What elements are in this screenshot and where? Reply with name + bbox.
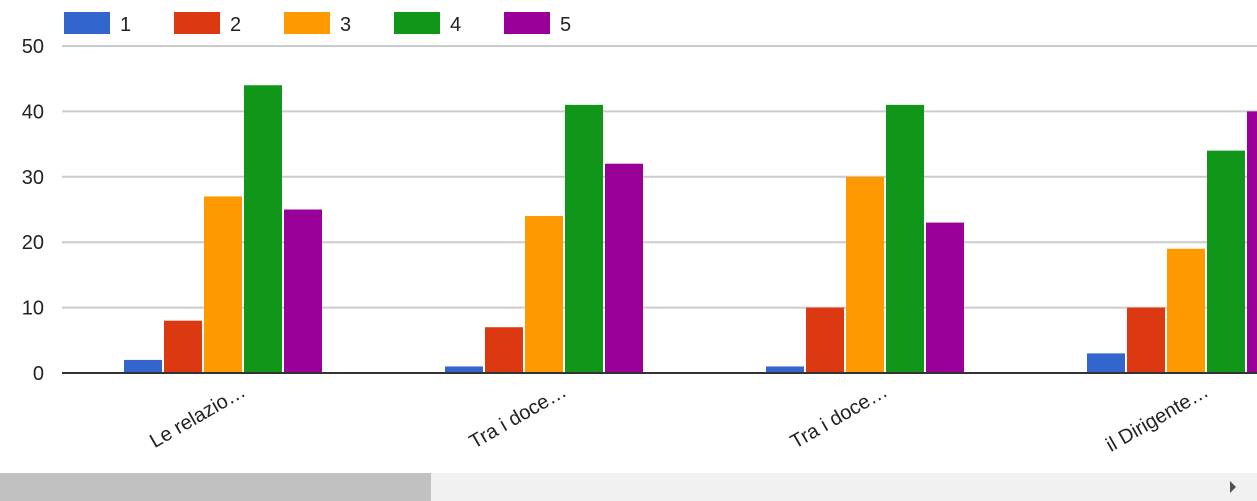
legend-label-4: 4 bbox=[450, 14, 461, 36]
bar-2-2[interactable] bbox=[485, 327, 523, 373]
bar-5-2[interactable] bbox=[605, 163, 643, 373]
bar-1-3[interactable] bbox=[766, 366, 804, 373]
y-tick-label: 30 bbox=[22, 167, 44, 189]
x-category-label: Le relazio… bbox=[146, 380, 249, 452]
y-tick-label: 40 bbox=[22, 101, 44, 123]
bar-1-1[interactable] bbox=[124, 359, 162, 373]
horizontal-scrollbar[interactable] bbox=[0, 473, 1257, 501]
legend-swatch-2 bbox=[174, 12, 220, 34]
y-tick-label: 0 bbox=[33, 363, 44, 385]
x-category-label: Tra i doce… bbox=[466, 380, 571, 453]
legend-label-5: 5 bbox=[560, 14, 571, 36]
bar-4-2[interactable] bbox=[565, 104, 603, 374]
y-tick-label: 50 bbox=[22, 36, 44, 58]
y-tick-label: 10 bbox=[22, 298, 44, 320]
legend-swatch-1 bbox=[64, 12, 110, 34]
legend-label-1: 1 bbox=[120, 14, 131, 36]
bar-1-2[interactable] bbox=[445, 366, 483, 373]
bar-2-4[interactable] bbox=[1127, 307, 1165, 373]
y-tick-label: 20 bbox=[22, 232, 44, 254]
bar-5-3[interactable] bbox=[926, 222, 964, 373]
bar-4-1[interactable] bbox=[244, 85, 282, 374]
scroll-right-arrow-icon[interactable] bbox=[1230, 481, 1236, 493]
legend-label-3: 3 bbox=[340, 14, 351, 36]
bar-4-4[interactable] bbox=[1207, 150, 1245, 373]
bar-4-3[interactable] bbox=[886, 104, 924, 374]
bar-3-1[interactable] bbox=[204, 196, 242, 373]
bar-1-4[interactable] bbox=[1087, 353, 1125, 373]
bar-2-1[interactable] bbox=[164, 320, 202, 373]
bar-2-3[interactable] bbox=[806, 307, 844, 373]
legend-swatch-4 bbox=[394, 12, 440, 34]
bar-3-3[interactable] bbox=[846, 176, 884, 373]
scrollbar-thumb[interactable] bbox=[0, 473, 431, 501]
bar-chart: 0 10 20 30 40 50 Le relazio… Tra i doce… Tra i d… bbox=[22, 12, 1257, 457]
bar-3-2[interactable] bbox=[525, 216, 563, 373]
bar-5-1[interactable] bbox=[284, 209, 322, 374]
x-category-label: Tra i doce… bbox=[787, 380, 892, 453]
x-category-label: il Dirigente… bbox=[1102, 380, 1212, 456]
legend-swatch-3 bbox=[284, 12, 330, 34]
legend-label-2: 2 bbox=[230, 14, 241, 36]
bar-3-4[interactable] bbox=[1167, 248, 1205, 373]
legend-swatch-5 bbox=[504, 12, 550, 34]
bar-5-4[interactable] bbox=[1247, 111, 1257, 374]
